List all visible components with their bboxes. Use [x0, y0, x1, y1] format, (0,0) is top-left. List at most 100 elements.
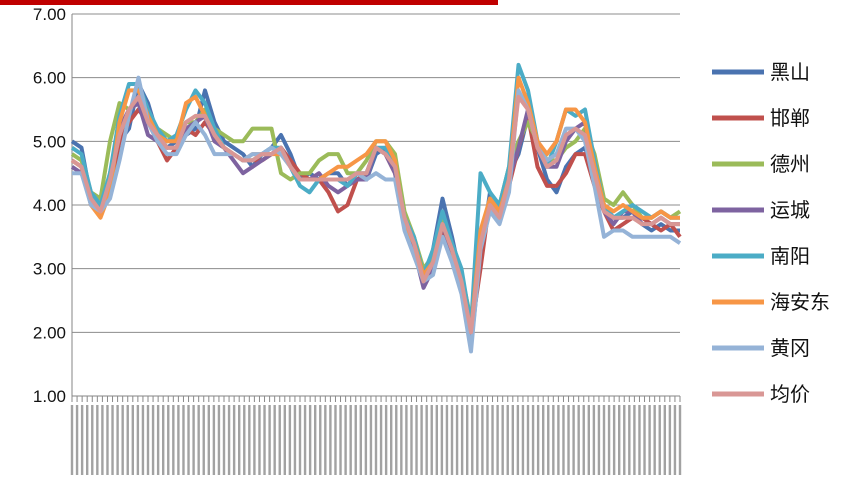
x-tick-label-glyph [638, 405, 641, 475]
x-tick-label-glyph [293, 405, 297, 475]
x-tick-label-glyph [516, 405, 520, 475]
x-tick-label-glyph [673, 405, 677, 475]
x-tick-label-glyph [329, 405, 332, 475]
x-tick-label-glyph [141, 405, 145, 475]
x-tick-label-glyph [612, 405, 616, 475]
x-tick-label-glyph [96, 405, 99, 475]
x-tick-label-glyph [80, 405, 84, 475]
x-tick-label-glyph [430, 405, 433, 475]
x-tick-label-glyph [243, 405, 246, 475]
x-tick-label-glyph [460, 405, 464, 475]
x-tick-label-glyph [547, 405, 550, 475]
y-tick-label: 3.00 [33, 260, 66, 279]
x-tick-label-glyph [151, 405, 155, 475]
x-tick-label-glyph [379, 405, 383, 475]
x-tick-label-glyph [567, 405, 570, 475]
x-tick-label-glyph [384, 405, 388, 475]
x-tick-label-glyph [75, 405, 79, 475]
x-tick-label-glyph [405, 405, 408, 475]
legend-label: 海安东 [770, 290, 830, 314]
x-tick-label-glyph [126, 405, 129, 475]
series-line [72, 75, 682, 354]
x-tick-label-glyph [207, 405, 210, 475]
x-tick-label-glyph [395, 405, 398, 475]
x-tick-label-glyph [182, 405, 185, 475]
x-tick-label-glyph [572, 405, 575, 475]
x-tick-label-glyph [374, 405, 378, 475]
x-tick-label-glyph [238, 405, 241, 475]
x-tick-label-glyph [643, 405, 646, 475]
x-tick-label-glyph [618, 405, 621, 475]
x-tick-label-glyph [283, 405, 286, 475]
x-tick-label-glyph [146, 405, 150, 475]
x-tick-label-glyph [222, 405, 226, 475]
x-tick-label-glyph [521, 405, 525, 475]
top-accent-bar [0, 0, 498, 5]
x-tick-label-glyph [481, 405, 484, 475]
x-tick-label-glyph [587, 405, 590, 475]
x-tick-label-glyph [354, 405, 357, 475]
x-tick-label-glyph [369, 405, 373, 475]
x-tick-label-glyph [562, 405, 565, 475]
series-lines [70, 62, 682, 354]
x-tick-label-glyph [582, 405, 585, 475]
x-tick-label-glyph [268, 405, 271, 475]
x-tick-label-glyph [359, 405, 362, 475]
x-tick-label-glyph [187, 405, 190, 475]
x-tick-label-glyph [496, 405, 499, 475]
x-tick-label-glyph [450, 405, 454, 475]
x-tick-label-glyph [592, 405, 596, 475]
x-tick-label-glyph [86, 405, 89, 475]
x-tick-label-glyph [111, 405, 114, 475]
x-tick-label-glyph [420, 405, 423, 475]
y-tick-label: 5.00 [33, 132, 66, 151]
x-tick-label-glyph [167, 405, 170, 475]
x-tick-label-glyph [308, 405, 312, 475]
x-tick-label-glyph [491, 405, 494, 475]
x-tick-label-glyph [435, 405, 438, 475]
y-tick-label: 4.00 [33, 196, 66, 215]
x-tick-label-glyph [106, 405, 109, 475]
x-tick-label-glyph [633, 405, 636, 475]
x-tick-label-glyph [486, 405, 489, 475]
legend-label: 均价 [770, 382, 810, 406]
x-tick-label-glyph [324, 405, 327, 475]
x-tick-label-glyph [536, 405, 540, 475]
x-tick-label-glyph [232, 405, 236, 475]
x-tick-label-glyph [273, 405, 276, 475]
x-tick-label-glyph [455, 405, 459, 475]
x-tick-label-glyph [526, 405, 530, 475]
series-line [70, 75, 680, 335]
x-tick-label-glyph [440, 405, 444, 475]
x-tick-label-glyph [628, 405, 631, 475]
x-tick-label-glyph [425, 405, 428, 475]
x-tick-label-glyph [212, 405, 216, 475]
y-tick-label: 6.00 [33, 69, 66, 88]
x-tick-label-glyph [156, 405, 160, 475]
x-tick-label-glyph [668, 405, 672, 475]
x-tick-label-glyph [136, 405, 140, 475]
y-tick-label: 7.00 [33, 5, 66, 24]
x-tick-label-glyph [653, 405, 656, 475]
x-tick-label-glyph [298, 405, 302, 475]
legend-label: 邯郸 [770, 106, 810, 130]
y-axis-ticks: 1.00 2.00 3.00 4.00 5.00 6.00 7.00 [33, 5, 66, 406]
x-tick-label-glyph [648, 405, 651, 475]
x-tick-label-glyph [400, 405, 403, 475]
x-tick-label-glyph [162, 405, 165, 475]
x-tick-label-glyph [263, 405, 266, 475]
x-tick-label-glyph [501, 405, 504, 475]
x-tick-label-glyph [364, 405, 368, 475]
series-line [70, 62, 680, 328]
x-axis-ticks [70, 396, 682, 475]
x-tick-label-glyph [597, 405, 601, 475]
x-tick-label-glyph [531, 405, 535, 475]
x-tick-label-glyph [227, 405, 231, 475]
x-tick-label-glyph [319, 405, 322, 475]
x-tick-label-glyph [390, 405, 393, 475]
x-tick-label-glyph [410, 405, 413, 475]
x-tick-label-glyph [177, 405, 180, 475]
x-tick-label-glyph [415, 405, 418, 475]
